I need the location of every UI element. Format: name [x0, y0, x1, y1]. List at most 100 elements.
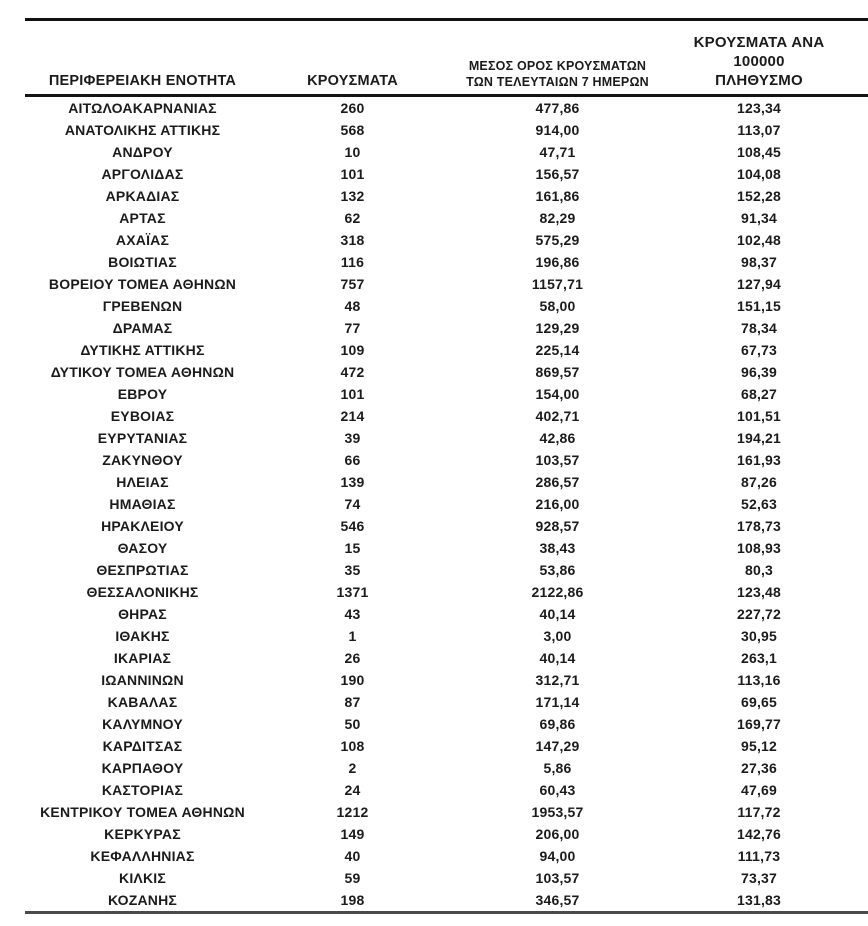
table-row: ΚΑΡΔΙΤΣΑΣ 108 147,29 95,12 [25, 735, 868, 757]
per-100000-value: 111,73 [737, 848, 781, 864]
per-100000-value: 78,34 [740, 320, 778, 336]
per-100000-value: 68,27 [740, 386, 778, 402]
table-row: ΒΟΡΕΙΟΥ ΤΟΜΕΑ ΑΘΗΝΩΝ 757 1157,71 127,94 [25, 273, 868, 295]
cases-value: 116 [340, 254, 365, 270]
avg-7day-value: 156,57 [535, 166, 580, 182]
cases-value: 101 [340, 166, 365, 182]
per-100000-value: 27,36 [740, 760, 778, 776]
avg-7day-value: 82,29 [539, 210, 576, 226]
cases-value: 43 [344, 606, 361, 622]
table-row: ΕΥΡΥΤΑΝΙΑΣ 39 42,86 194,21 [25, 427, 868, 449]
region-name: ΑΡΚΑΔΙΑΣ [105, 188, 180, 204]
avg-7day-value: 3,00 [543, 628, 572, 644]
avg-7day-value: 38,43 [539, 540, 576, 556]
cases-value: 472 [340, 364, 365, 380]
avg-7day-value: 103,57 [535, 452, 580, 468]
avg-7day-value: 1157,71 [531, 276, 584, 292]
cases-value: 149 [340, 826, 365, 842]
table-row: ΚΕΦΑΛΛΗΝΙΑΣ 40 94,00 111,73 [25, 845, 868, 867]
cases-value: 757 [340, 276, 365, 292]
table-row: ΘΗΡΑΣ 43 40,14 227,72 [25, 603, 868, 625]
per-100000-value: 108,93 [736, 540, 782, 556]
avg-7day-value: 216,00 [535, 496, 580, 512]
region-name: ΘΕΣΣΑΛΟΝΙΚΗΣ [86, 584, 199, 600]
table-row: ΖΑΚΥΝΘΟΥ 66 103,57 161,93 [25, 449, 868, 471]
per-100000-value: 87,26 [740, 474, 778, 490]
cases-value: 62 [344, 210, 361, 226]
region-name: ΖΑΚΥΝΘΟΥ [102, 452, 183, 468]
avg-7day-value: 206,00 [535, 826, 580, 842]
avg-7day-value: 94,00 [539, 848, 576, 864]
table-row: ΑΝΔΡΟΥ 10 47,71 108,45 [25, 141, 868, 163]
region-name: ΔΡΑΜΑΣ [112, 320, 173, 336]
avg-7day-value: 42,86 [539, 430, 576, 446]
table-row: ΗΛΕΙΑΣ 139 286,57 87,26 [25, 471, 868, 493]
region-name: ΕΥΒΟΙΑΣ [110, 408, 175, 424]
cases-value: 1212 [336, 804, 369, 820]
per-100000-value: 95,12 [740, 738, 778, 754]
region-name: ΘΕΣΠΡΩΤΙΑΣ [96, 562, 189, 578]
per-100000-value: 123,34 [736, 100, 782, 116]
cases-value: 35 [344, 562, 361, 578]
region-name: ΑΡΤΑΣ [119, 210, 166, 226]
cases-value: 546 [340, 518, 365, 534]
per-100000-value: 263,1 [740, 650, 778, 666]
cases-value: 132 [340, 188, 365, 204]
per-100000-value: 80,3 [744, 562, 774, 578]
table-row: ΑΝΑΤΟΛΙΚΗΣ ΑΤΤΙΚΗΣ 568 914,00 113,07 [25, 119, 868, 141]
cases-value: 568 [340, 122, 365, 138]
col-header-regional-unit: ΠΕΡΙΦΕΡΕΙΑΚΗ ΕΝΟΤΗΤΑ [25, 21, 260, 97]
region-name: ΚΙΛΚΙΣ [119, 870, 166, 886]
cases-value: 2 [348, 760, 357, 776]
cases-value: 109 [340, 342, 365, 358]
per-100000-value: 131,83 [670, 889, 868, 914]
cases-value: 74 [344, 496, 361, 512]
avg-7day-value: 53,86 [539, 562, 576, 578]
region-name: ΗΡΑΚΛΕΙΟΥ [101, 518, 184, 534]
table-row: ΚΑΒΑΛΑΣ 87 171,14 69,65 [25, 691, 868, 713]
avg-7day-value: 161,86 [535, 188, 580, 204]
table-row: ΓΡΕΒΕΝΩΝ 48 58,00 151,15 [25, 295, 868, 317]
avg-7day-value: 869,57 [535, 364, 580, 380]
region-name: ΙΩΑΝΝΙΝΩΝ [101, 672, 184, 688]
region-name: ΑΡΓΟΛΙΔΑΣ [101, 166, 184, 182]
avg-7day-value: 477,86 [535, 100, 580, 116]
cases-value: 139 [340, 474, 365, 490]
table-row: ΘΕΣΠΡΩΤΙΑΣ 35 53,86 80,3 [25, 559, 868, 581]
cases-value: 190 [340, 672, 365, 688]
cases-value: 1371 [336, 584, 369, 600]
table-row: ΔΥΤΙΚΗΣ ΑΤΤΙΚΗΣ 109 225,14 67,73 [25, 339, 868, 361]
per-100000-value: 104,08 [736, 166, 782, 182]
per-100000-value: 113,16 [737, 672, 781, 688]
region-name: ΒΟΙΩΤΙΑΣ [108, 254, 177, 270]
avg-7day-value: 154,00 [535, 386, 580, 402]
cases-value: 26 [344, 650, 361, 666]
per-100000-value: 108,45 [736, 144, 782, 160]
cases-value: 10 [344, 144, 361, 160]
region-name: ΒΟΡΕΙΟΥ ΤΟΜΕΑ ΑΘΗΝΩΝ [48, 276, 237, 292]
cases-value: 66 [344, 452, 361, 468]
avg-7day-value: 312,71 [535, 672, 580, 688]
per-100000-value: 52,63 [740, 496, 778, 512]
region-name: ΙΘΑΚΗΣ [115, 628, 170, 644]
table-body: ΑΙΤΩΛΟΑΚΑΡΝΑΝΙΑΣ 260 477,86 123,34 ΑΝΑΤΟΛΙΚΗ… [25, 96, 868, 914]
table-row: ΘΑΣΟΥ 15 38,43 108,93 [25, 537, 868, 559]
avg-7day-value: 171,14 [535, 694, 580, 710]
cases-value: 1 [348, 628, 357, 644]
avg-7day-value: 402,71 [535, 408, 580, 424]
region-name: ΓΡΕΒΕΝΩΝ [102, 298, 183, 314]
per-100000-value: 101,51 [736, 408, 782, 424]
cases-value: 108 [340, 738, 365, 754]
cases-value: 214 [340, 408, 365, 424]
table-row: ΑΡΚΑΔΙΑΣ 132 161,86 152,28 [25, 185, 868, 207]
avg-7day-value: 60,43 [539, 782, 576, 798]
avg-7day-value: 69,86 [539, 716, 576, 732]
per-100000-value: 142,76 [736, 826, 782, 842]
per-100000-value: 127,94 [736, 276, 782, 292]
avg-7day-value: 2122,86 [531, 584, 584, 600]
per-100000-value: 73,37 [740, 870, 778, 886]
col-header-cases-per-100000: ΚΡΟΥΣΜΑΤΑ ΑΝΑ 100000 ΠΛΗΘΥΣΜΟ [670, 21, 868, 97]
region-name: ΑΝΑΤΟΛΙΚΗΣ ΑΤΤΙΚΗΣ [64, 122, 221, 138]
cases-value: 15 [344, 540, 361, 556]
region-name: ΑΙΤΩΛΟΑΚΑΡΝΑΝΙΑΣ [68, 100, 217, 116]
